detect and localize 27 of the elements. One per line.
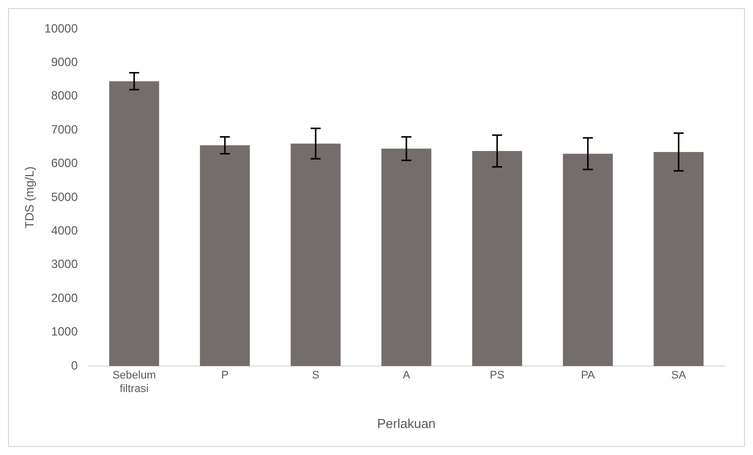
y-tick-label: 3000 [51,257,78,272]
x-tick-label: S [312,370,320,382]
x-tick-label: PA [580,370,596,382]
bar [381,148,432,366]
bar [654,152,704,366]
y-tick-label: 0 [71,358,78,372]
y-tick-label: 4000 [51,224,78,238]
y-tick-label: 9000 [51,55,78,70]
y-tick-label: 10000 [44,21,78,36]
bar [109,81,160,366]
x-tick-label: PS [490,370,504,382]
y-tick-label: 2000 [51,290,78,305]
bar [290,144,341,366]
x-tick-label: SA [671,370,687,382]
y-tick-label: 6000 [51,156,78,170]
bar [562,154,613,366]
x-tick-label: Sebelum filtrasi [112,370,156,395]
y-axis-title: TDS (mg/L) [22,166,37,229]
y-tick-label: 1000 [51,324,78,339]
y-tick-label: 8000 [51,88,78,103]
bar [472,150,522,366]
y-tick-label: 5000 [51,190,78,204]
bar [200,145,250,366]
x-tick-label: A [402,370,411,382]
x-axis-title: Perlakuan [377,416,436,431]
y-tick-label: 7000 [51,122,78,136]
x-tick-label: P [221,370,229,382]
